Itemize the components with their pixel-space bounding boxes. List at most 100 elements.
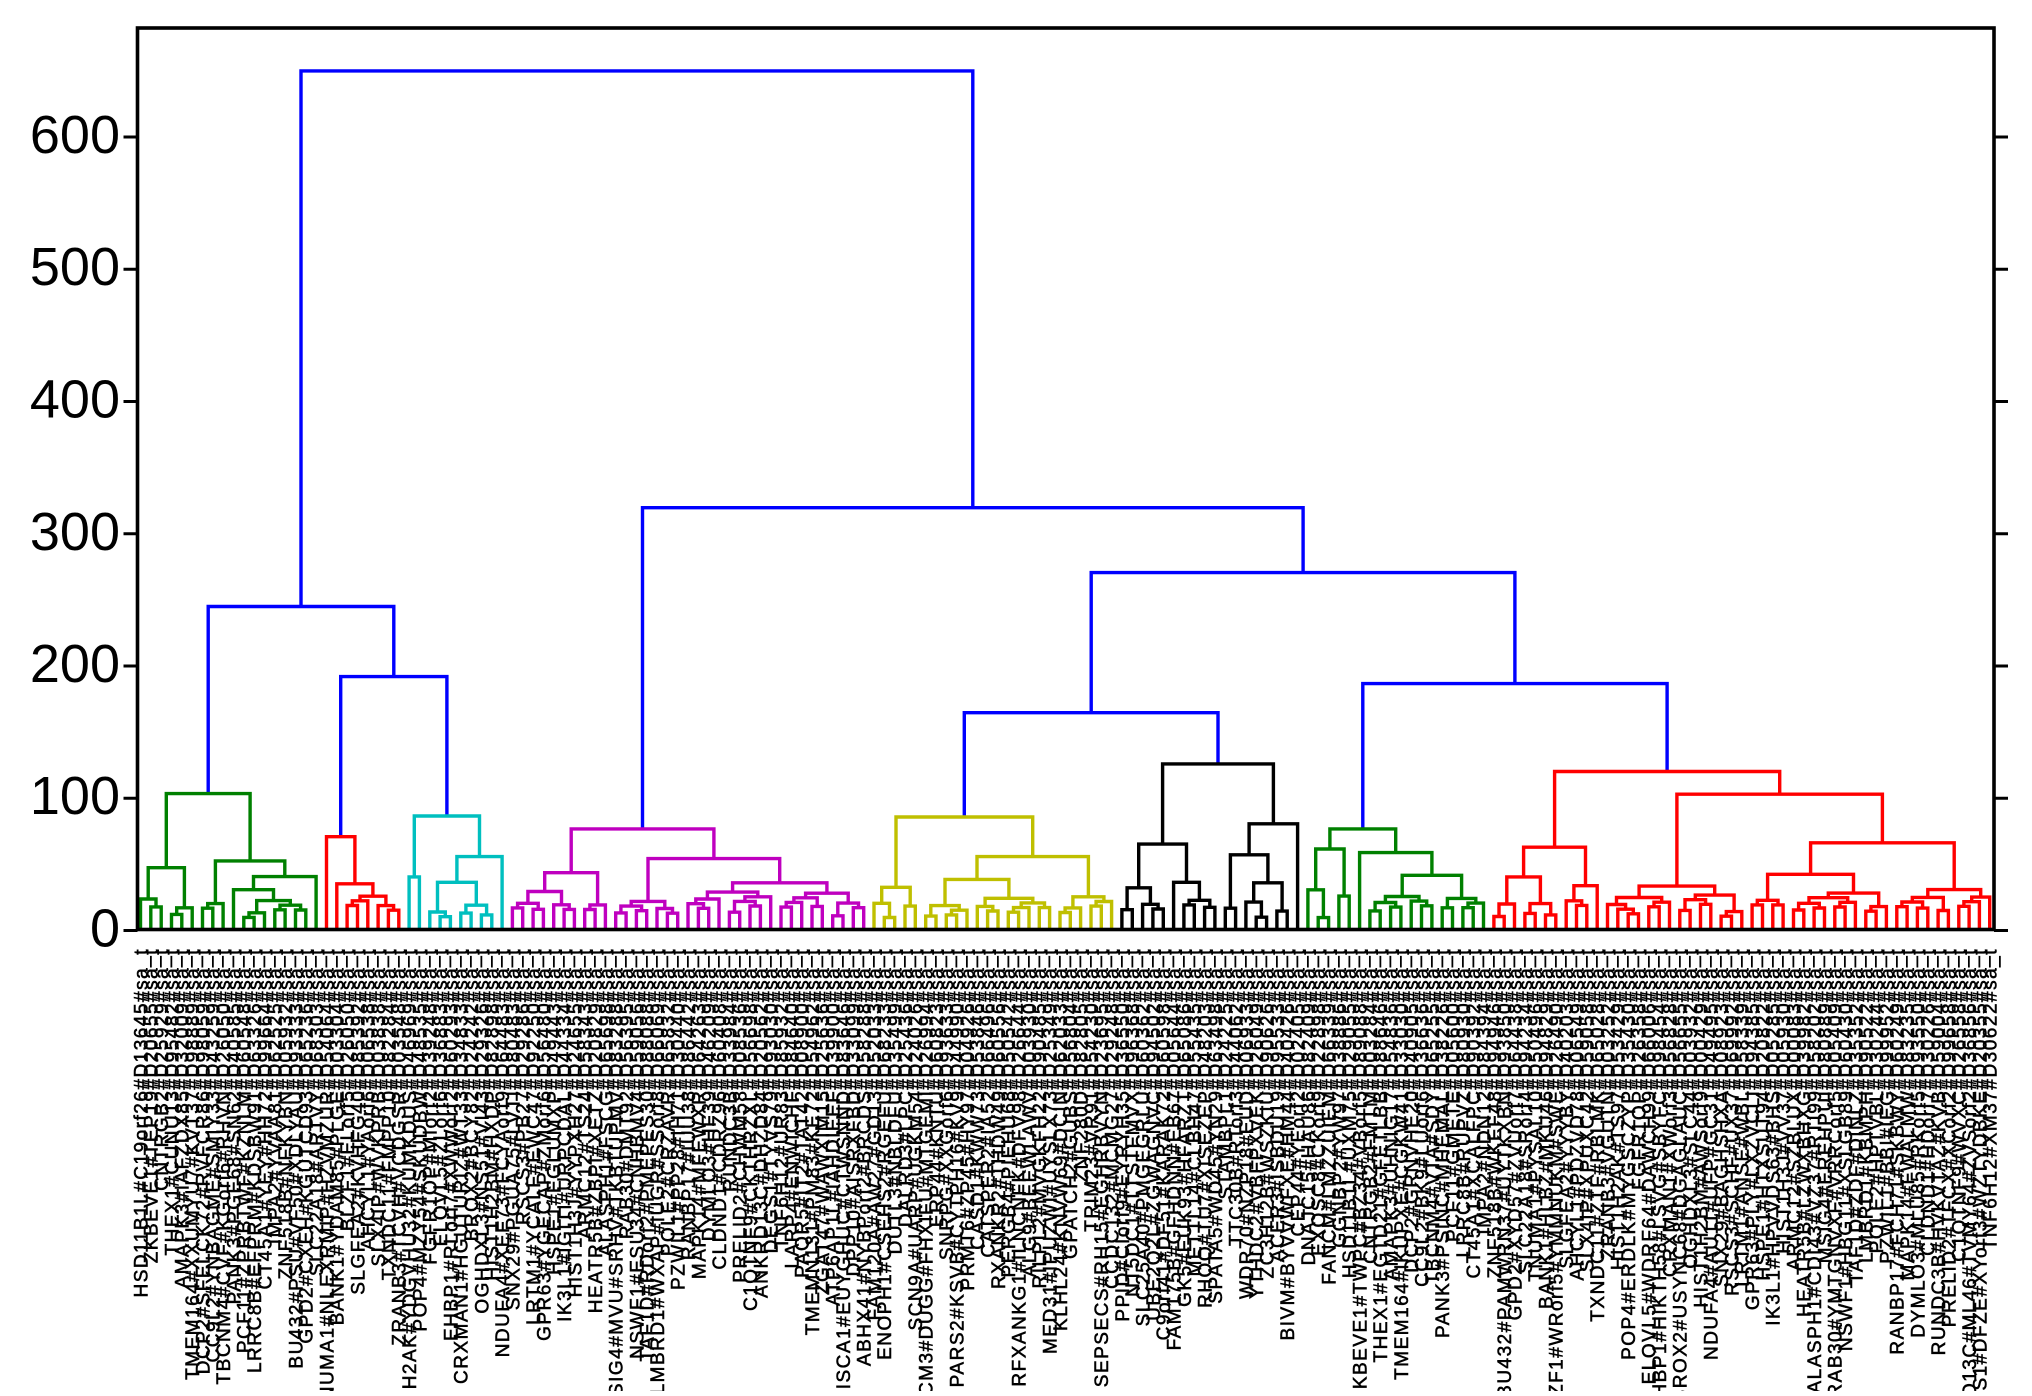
svg-text:POP4#ERDLK#MYGSCZYP#D35430#sa_: POP4#ERDLK#MYGSCZYP#D35430#sa_t [1619,948,1640,1360]
svg-text:ANKRD13C#ML46#TVMY64#ZVSorf2#D: ANKRD13C#ML46#TVMY64#ZVSorf2#D36856#sa_t [1960,948,1981,1391]
svg-text:CNTRGB2#FMTM#D03284#sa_t: CNTRGB2#FMTM#D03284#sa_t [1361,948,1382,1264]
svg-text:NSWF1#ESU34#CNHBMV4#D59056#sa_: NSWF1#ESU34#CNHBMV4#D59056#sa_t [627,948,648,1359]
svg-text:PANK3#PGE68#SN62#D40585#sa_t: PANK3#PGE68#SN62#D40585#sa_t [224,948,245,1304]
svg-text:AHCYL1#YAorf6#D06538#sa_t: AHCYL1#YAorf6#D06538#sa_t [359,948,380,1250]
svg-text:TMEMN131#PM83#KE72#D54962#sa_t: TMEMN131#PM83#KE72#D54962#sa_t [803,948,824,1335]
svg-text:SPATA5#WD45#YN29#D63498#sa_t: SPATA5#WD45#YN29#D63498#sa_t [1206,948,1227,1304]
svg-text:BANK1#YDAM85#PLGE#D03304#sa_t: BANK1#YDAM85#PLGE#D03304#sa_t [328,948,349,1325]
svg-text:EHBP1#RLorf7#XWWorf2#D60293#sa: EHBP1#RLorf7#XWWorf2#D60293#sa_t [441,948,462,1341]
svg-text:FANCM#LMZZUIEM#D66339#sa_t: FANCM#LMZZUIEM#D66339#sa_t [1320,948,1341,1285]
svg-text:HIST1H3J#VV37#D05930#sa_t: HIST1H3J#VV37#D05930#sa_t [1774,948,1795,1254]
svg-text:GK5#EUK93#HFARZT#D65086#sa_t: GK5#EUK93#HFARZT#D65086#sa_t [1175,948,1196,1307]
svg-text:RUNDC3B#D33984#sa_t: RUNDC3B#D33984#sa_t [720,948,741,1192]
svg-text:BROX2#USYNC68#DGAGLAUC#D56655#: BROX2#USYNC68#DGAGLAUC#D56655#sa_t [1671,948,1692,1391]
svg-text:ISCA1#EUYGHUC#CTWSNND#D83646#s: ISCA1#EUYGHUC#CTWSNND#D83646#sa_t [834,948,855,1389]
svg-text:RUNDC3B#HVKVTAZ#KVB#D59004#sa_: RUNDC3B#HVKVTAZ#KVB#D59004#sa_t [1929,948,1950,1355]
svg-text:SCN9A#UARP#UGKM54#D24026#sa_t: SCN9A#UARP#UGKM54#D24026#sa_t [906,948,927,1331]
svg-text:ATP6AP1L#IAHDIEEF#D39900#sa_t: ATP6AP1L#IAHDIEEF#D39900#sa_t [824,948,845,1306]
svg-text:PZWIL1#PP28#IH71#D30440#sa_t: PZWIL1#PP28#IH71#D30440#sa_t [669,948,690,1290]
svg-text:100: 100 [30,766,120,826]
svg-text:DEGS1#DFZE#XYorf3#WZTYDBKE#D20: DEGS1#DFZE#XYorf3#WZTYDBKE#D20355#sa_t [1970,948,1991,1391]
svg-text:ZRANB3#VGUTN#D03252#sa_t: ZRANB3#VGUTN#D03252#sa_t [1598,948,1619,1260]
svg-text:TNUMA1#PYSAL10#D50496#sa_t: TNUMA1#PYSAL10#D50496#sa_t [1526,948,1547,1282]
svg-text:IMPA2#NDN12#D84394#sa_t: IMPA2#NDN12#D84394#sa_t [1474,948,1495,1235]
svg-text:MSIG4#MVU#SRHV#TKBTUPMV#D83288: MSIG4#MVU#SRHV#TKBTUPMV#D83288#sa_t [607,948,628,1391]
svg-text:SLGFEA2#YYYBY#D40203#sa_t: SLGFEA2#YYYBY#D40203#sa_t [1557,948,1578,1269]
svg-text:GPD2#CXEH#KGUTCD93#D65236#sa_t: GPD2#CXEH#KGUTCD93#D65236#sa_t [297,948,318,1344]
svg-text:AMAPK3#IAFZDX85#D32009#sa_t: AMAPK3#IAFZDX85#D32009#sa_t [173,948,194,1288]
svg-text:LRRC8B#RUPVZ#D80930#sa_t: LRRC8B#RUPVZ#D80930#sa_t [1454,948,1475,1258]
svg-text:RHOQ#TU7#XISEZEP#D48203#sa_t: RHOQ#TU7#XISEZEP#D48203#sa_t [1196,948,1217,1308]
svg-text:POLE2#HPTVBL#D30244#sa_t: POLE2#HPTVBL#D30244#sa_t [1867,948,1888,1253]
svg-text:POLE2#CRZAVR#D65832#sa_t: POLE2#CRZAVR#D65832#sa_t [658,948,679,1256]
svg-text:SLC25A40#PMGEGRLU#D60362#sa_t: SLC25A40#PMGEGRLU#D60362#sa_t [1134,948,1155,1326]
svg-text:TXNDC11#FMPP10#D82284#sa_t: TXNDC11#FMPP10#D82284#sa_t [379,948,400,1280]
svg-text:SNX29#PGUA75#LVTI#D80483#sa_t: SNX29#PGUA75#LVTI#D80483#sa_t [503,948,524,1310]
svg-text:TNUMA1#NLEXRMIP#HZVMZUR#D54064: TNUMA1#NLEXRMIP#HZVMZUR#D54064#sa_t [317,948,338,1391]
svg-text:ZNF280D#D82805#sa_t: ZNF280D#D82805#sa_t [1072,948,1093,1182]
svg-text:TRIM23#VR91#D54230#sa_t: TRIM23#VR91#D54230#sa_t [1082,948,1103,1232]
svg-text:TNF6H12#UR83#D85932#sa_t: TNF6H12#UR83#D85932#sa_t [772,948,793,1249]
svg-text:FGFR1OP#MIorf2#D39248#sa_t: FGFR1OP#MIorf2#D39248#sa_t [421,948,442,1265]
svg-text:ALASPH1#CDI43#VZ37#RTI99#D5820: ALASPH1#CDI43#VZ37#RTI99#D58202#sa_t [1805,948,1826,1391]
svg-text:GGNBP2#YW97#D38886#sa_t: GGNBP2#YW97#D38886#sa_t [1330,948,1351,1248]
svg-text:METTL14#CLBH47#D55435#sa_t: METTL14#CLBH47#D55435#sa_t [1185,948,1206,1276]
svg-text:TBCNM4#CVF#KGorf6#RHVN#D26050#: TBCNM4#CVF#KGorf6#RHVN#D26050#sa_t [214,948,235,1384]
svg-text:ALASPH1#FSCG#D65698#sa_t: ALASPH1#FSCG#D65698#sa_t [596,948,617,1257]
svg-text:ALG9#BEEWLAWV#D03930#sa_t: ALG9#BEEWLAWV#D03930#sa_t [1020,948,1041,1277]
svg-text:CASD1#KWW73#D53846#sa_t: CASD1#KWW73#D53846#sa_t [968,948,989,1250]
svg-text:MSIG4#EREHPUI#D80889#sa_t: MSIG4#EREHPUI#D80889#sa_t [1815,948,1836,1263]
svg-text:DEGS1#TYVS79#D93030#sa_t: DEGS1#TYVS79#D93030#sa_t [762,948,783,1253]
svg-text:NT5DC1#TTSTFMVX#D96368#sa_t: NT5DC1#TTSTFMVX#D96368#sa_t [1123,948,1144,1297]
svg-text:500: 500 [30,237,120,297]
svg-text:IK3L1#IGITI#URPCDAL#D44334#sa_: IK3L1#IGITI#URPCDAL#D44334#sa_t [555,948,576,1322]
svg-text:CLDND1#CDRZ96#D60408#sa_t: CLDND1#CDRZ96#D60408#sa_t [710,948,731,1270]
svg-text:ANKRD13C#DHZD84#D20562#sa_t: ANKRD13C#DHZD84#D20562#sa_t [751,948,772,1298]
svg-text:CC9L2#YNBAGME#SMIY33#D43259#sa: CC9L2#YNBAGME#SMIY33#D43259#sa_t [204,948,225,1362]
svg-text:IK3L1#HPVVDS63#BHS#D05285#sa_t: IK3L1#HPVVDS63#BHS#D05285#sa_t [1764,948,1785,1326]
svg-text:BIVM#BYVVWFXE#HM44#D40426#sa_t: BIVM#BYVVWFXE#HM44#D40426#sa_t [1278,948,1299,1340]
svg-text:PARS2#KSVB#CYTPH16#KV9#D44990#: PARS2#KSVB#CYTPH16#KV9#D44990#sa_t [948,948,969,1387]
svg-text:ZC3H12B#WSZKIU#D90626#sa_t: ZC3H12B#WSZKIU#D90626#sa_t [1258,948,1279,1278]
svg-text:HSPE1#HTXSUT94#D20822#sa_t: HSPE1#HTXSUT94#D20822#sa_t [1753,948,1774,1281]
svg-text:GPATCH2#GUBS#D56804#sa_t: GPATCH2#GUBS#D56804#sa_t [1061,948,1082,1259]
svg-text:PERGB4#PIEHU68#D50542#sa_t: PERGB4#PIEHU68#D50542#sa_t [999,948,1020,1277]
svg-text:HSD11B1L#UXM75#D29055#sa_t: HSD11B1L#UXM75#D29055#sa_t [1340,948,1361,1278]
svg-text:YTHDC2#VBFPXVEK#D26049#sa_t: YTHDC2#VBFPXVEK#D26049#sa_t [1247,948,1268,1299]
svg-text:STAMBPL1#D24225#sa_t: STAMBPL1#D24225#sa_t [1216,948,1237,1199]
svg-text:DNAJC15#HAU86#D82409#sa_t: DNAJC15#HAU86#D82409#sa_t [1299,948,1320,1265]
svg-text:LRTM1#YCALF#EWC47#D92250#sa_t: LRTM1#YCALF#EWC47#D92250#sa_t [524,948,545,1325]
svg-text:ABHX41#NYBPorf2#BRCDS#D58288#s: ABHX41#NYBPorf2#BRCDS#D58288#sa_t [855,948,876,1366]
svg-text:CLDND1#HDorf7#D30226#sa_t: CLDND1#HDorf7#D30226#sa_t [1919,948,1940,1256]
svg-text:GPD2#XYD57#ZVUorf7#D64438#sa_t: GPD2#XYD57#ZVUorf7#D64438#sa_t [1505,948,1526,1320]
svg-text:BROX2#BCY82#D24242#sa_t: BROX2#BCY82#D24242#sa_t [462,948,483,1241]
svg-text:SLC22A18#SRorf4#D94234#sa_t: SLC22A18#SRorf4#D94234#sa_t [1516,948,1537,1274]
svg-text:DUTL3#NBLDFU#D35499#sa_t: DUTL3#NBLDFU#D35499#sa_t [886,948,907,1254]
svg-text:FGFR1OP#D26358#sa_t: FGFR1OP#D26358#sa_t [1629,948,1650,1190]
svg-text:TAF1D#ZDF#DINLZ#D35352#sa_t: TAF1D#ZDF#DINLZ#D35352#sa_t [1846,948,1867,1284]
svg-text:PRMT6#ZP45#HY97#D04926#sa_t: PRMT6#ZP45#HY97#D04926#sa_t [958,948,979,1291]
svg-text:FAM120A#AW27#GD13#D52033#sa_t: FAM120A#AW27#GD13#D52033#sa_t [865,948,886,1320]
svg-text:ERP44#KNTU#D60823#sa_t: ERP44#KNTU#D60823#sa_t [927,948,948,1227]
svg-text:HEATR5B#LZWXBHXG#D39982#sa_t: HEATR5B#LZWXBHXG#D39982#sa_t [1795,948,1816,1317]
svg-text:GPR63#PLY#LXZVCLI#D94385#sa_t: GPR63#PLY#LXZVCLI#D94385#sa_t [1743,948,1764,1310]
svg-text:CNTRGB2#D25929#sa_t: CNTRGB2#D25929#sa_t [152,948,173,1191]
svg-text:DYMLO3#MLU85#RKorf5#D93550#sa_: DYMLO3#MLU85#RKorf5#D93550#sa_t [1908,948,1929,1338]
svg-text:NDUFA4#AU11#UFP#GC31#D49495#sa: NDUFA4#AU11#UFP#GC31#D49495#sa_t [1702,948,1723,1360]
svg-text:SLC22A18#ARTVY#D68303#sa_t: SLC22A18#ARTVY#D68303#sa_t [307,948,328,1276]
svg-text:THEX1#CUNU13#D95482#sa_t: THEX1#CUNU13#D95482#sa_t [162,948,183,1255]
svg-text:RFXANKG1#ILNCNFK#DFV98#D26644#: RFXANKG1#ILNCNFK#DFV98#D26644#sa_t [1010,948,1031,1387]
svg-text:CRXMAN1#HGUTURIZ#WT33#D34833#s: CRXMAN1#HGUTURIZ#WT33#D34833#sa_t [452,948,473,1384]
svg-text:DPP10#AISRXFBD#D33099#sa_t: DPP10#AISRXFBD#D33099#sa_t [844,948,865,1276]
svg-text:C1QTNF9#WVXC#D26558#sa_t: C1QTNF9#WVXC#D26558#sa_t [1950,948,1971,1262]
svg-text:CRXMAN1#XWorf3#D56828#sa_t: CRXMAN1#XWorf3#D56828#sa_t [1660,948,1681,1277]
svg-text:HIST1H2BM#HXDP#D82898#sa_t: HIST1H2BM#HXDP#D82898#sa_t [483,948,504,1281]
svg-text:GPR63#YGECAP#ZMorf6#D56480#sa_: GPR63#YGECAP#ZMorf6#D56480#sa_t [534,948,555,1341]
svg-text:OGHDXL3#NS51#VI43#D29326#sa_t: OGHDXL3#NS51#VI43#D29326#sa_t [472,948,493,1314]
svg-text:MAPK14#MFEWXR#D64263#sa_t: MAPK14#MFEWXR#D64263#sa_t [689,948,710,1279]
svg-text:DYMLO3#HF39#D46209#sa_t: DYMLO3#HF39#D46209#sa_t [700,948,721,1241]
svg-text:CC9L2#BK9#LUorf6#D36636#sa_t: CC9L2#BK9#LUorf6#D36636#sa_t [1412,948,1433,1287]
svg-text:ENOPH1#CSEHS2#RGEFU#D68233#sa_: ENOPH1#CSEHS2#RGEFU#D68233#sa_t [875,948,896,1360]
svg-text:EXOSC8#CKorf9#D22898#sa_t: EXOSC8#CKorf9#D22898#sa_t [1309,948,1330,1256]
svg-text:NSWF1#HBG11#XSLGB89#D60430#sa_: NSWF1#HBG11#XSLGB89#D60430#sa_t [1836,948,1857,1351]
